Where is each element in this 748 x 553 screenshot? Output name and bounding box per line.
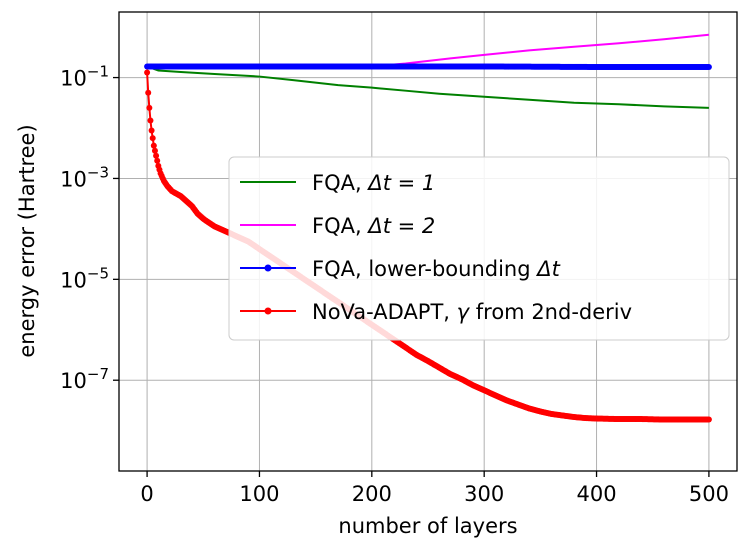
legend-entry: FQA, Δt = 2 [240,214,435,238]
series-point [148,127,155,134]
legend-marker [264,264,272,272]
legend-label: FQA, lower-bounding Δt [312,257,561,281]
series-point [153,152,160,159]
series-1 [147,33,710,68]
series-point [145,89,152,96]
x-tick-label: 0 [140,482,153,506]
series-0 [146,65,709,109]
series-point [147,117,154,124]
x-axis-label: number of layers [338,514,517,538]
legend-entry: NoVa-ADAPT, γ from 2nd-deriv [240,300,632,324]
y-axis-ticks: 10−1 10−3 10−5 10−7 [60,63,119,393]
plot-frame [118,11,738,472]
series-line [146,65,709,109]
series-point [705,416,712,423]
x-tick-label: 200 [352,482,392,506]
legend-marker [264,307,272,315]
series-point [146,104,153,111]
y-tick-label: 10−5 [60,264,109,292]
series-point [150,142,157,149]
legend-label: NoVa-ADAPT, γ from 2nd-deriv [312,300,632,324]
legend-entry: FQA, lower-bounding Δt [240,257,561,281]
legend-box [228,156,730,341]
series-point [144,69,151,76]
legend-label: FQA, Δt = 2 [312,214,435,238]
y-tick-label: 10−1 [60,63,109,91]
series-point [154,157,161,164]
x-tick-label: 500 [689,482,729,506]
y-tick-label: 10−3 [60,163,109,191]
series-point [149,135,156,142]
y-axis-label: energy error (Hartree) [15,124,39,357]
legend-label: FQA, Δt = 1 [312,171,435,195]
legend-entry: FQA, Δt = 1 [240,171,435,195]
series-point [705,63,712,70]
x-tick-label: 300 [464,482,504,506]
series-line [147,33,710,68]
x-tick-label: 400 [576,482,616,506]
series-2 [144,63,712,70]
x-axis-ticks: 0 100 200 300 400 500 [140,471,729,506]
y-tick-label: 10−7 [60,365,109,393]
legend: FQA, Δt = 1 FQA, Δt = 2 FQA, lower-boundin… [228,156,730,341]
series-point [151,147,158,154]
x-tick-label: 100 [239,482,279,506]
plot-series [144,33,712,423]
